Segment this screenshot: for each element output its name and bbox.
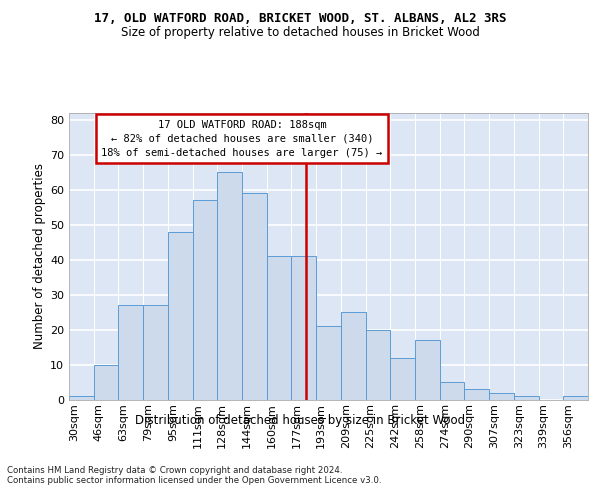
Bar [193,200,217,400]
Bar [464,390,489,400]
Bar [94,365,118,400]
Bar [168,232,193,400]
Bar [514,396,539,400]
Bar [316,326,341,400]
Text: Distribution of detached houses by size in Bricket Wood: Distribution of detached houses by size … [135,414,465,427]
Bar [118,306,143,400]
Bar [489,393,514,400]
Bar [415,340,440,400]
Bar [242,193,267,400]
Bar [365,330,390,400]
Text: 17 OLD WATFORD ROAD: 188sqm
← 82% of detached houses are smaller (340)
18% of se: 17 OLD WATFORD ROAD: 188sqm ← 82% of det… [101,120,383,158]
Text: Size of property relative to detached houses in Bricket Wood: Size of property relative to detached ho… [121,26,479,39]
Bar [143,306,168,400]
Text: 17, OLD WATFORD ROAD, BRICKET WOOD, ST. ALBANS, AL2 3RS: 17, OLD WATFORD ROAD, BRICKET WOOD, ST. … [94,12,506,26]
Bar [563,396,588,400]
Bar [440,382,464,400]
Y-axis label: Number of detached properties: Number of detached properties [33,163,46,350]
Bar [69,396,94,400]
Bar [217,172,242,400]
Bar [267,256,292,400]
Bar [341,312,365,400]
Text: Contains HM Land Registry data © Crown copyright and database right 2024.
Contai: Contains HM Land Registry data © Crown c… [7,466,382,485]
Bar [390,358,415,400]
Bar [292,256,316,400]
